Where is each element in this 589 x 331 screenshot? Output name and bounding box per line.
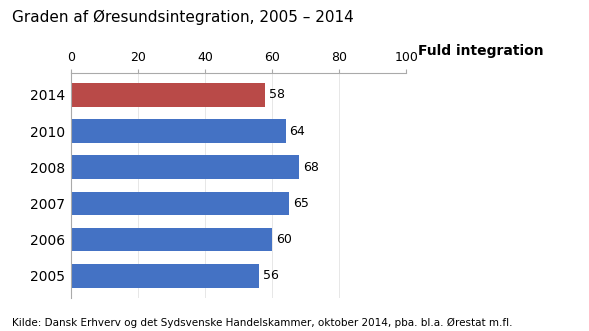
Bar [71, 83, 266, 107]
Text: 60: 60 [276, 233, 292, 246]
Bar [71, 264, 259, 288]
Bar [71, 228, 272, 252]
Bar [71, 192, 289, 215]
Text: Fuld integration: Fuld integration [418, 44, 544, 58]
Bar [71, 156, 299, 179]
Text: 68: 68 [303, 161, 319, 174]
Text: Kilde: Dansk Erhverv og det Sydsvenske Handelskammer, oktober 2014, pba. bl.a. Ø: Kilde: Dansk Erhverv og det Sydsvenske H… [12, 317, 512, 328]
Text: 56: 56 [263, 269, 279, 282]
Text: 65: 65 [293, 197, 309, 210]
Bar [71, 119, 286, 143]
Text: Graden af Øresundsintegration, 2005 – 2014: Graden af Øresundsintegration, 2005 – 20… [12, 10, 353, 25]
Text: 64: 64 [290, 124, 305, 138]
Text: 58: 58 [269, 88, 286, 101]
